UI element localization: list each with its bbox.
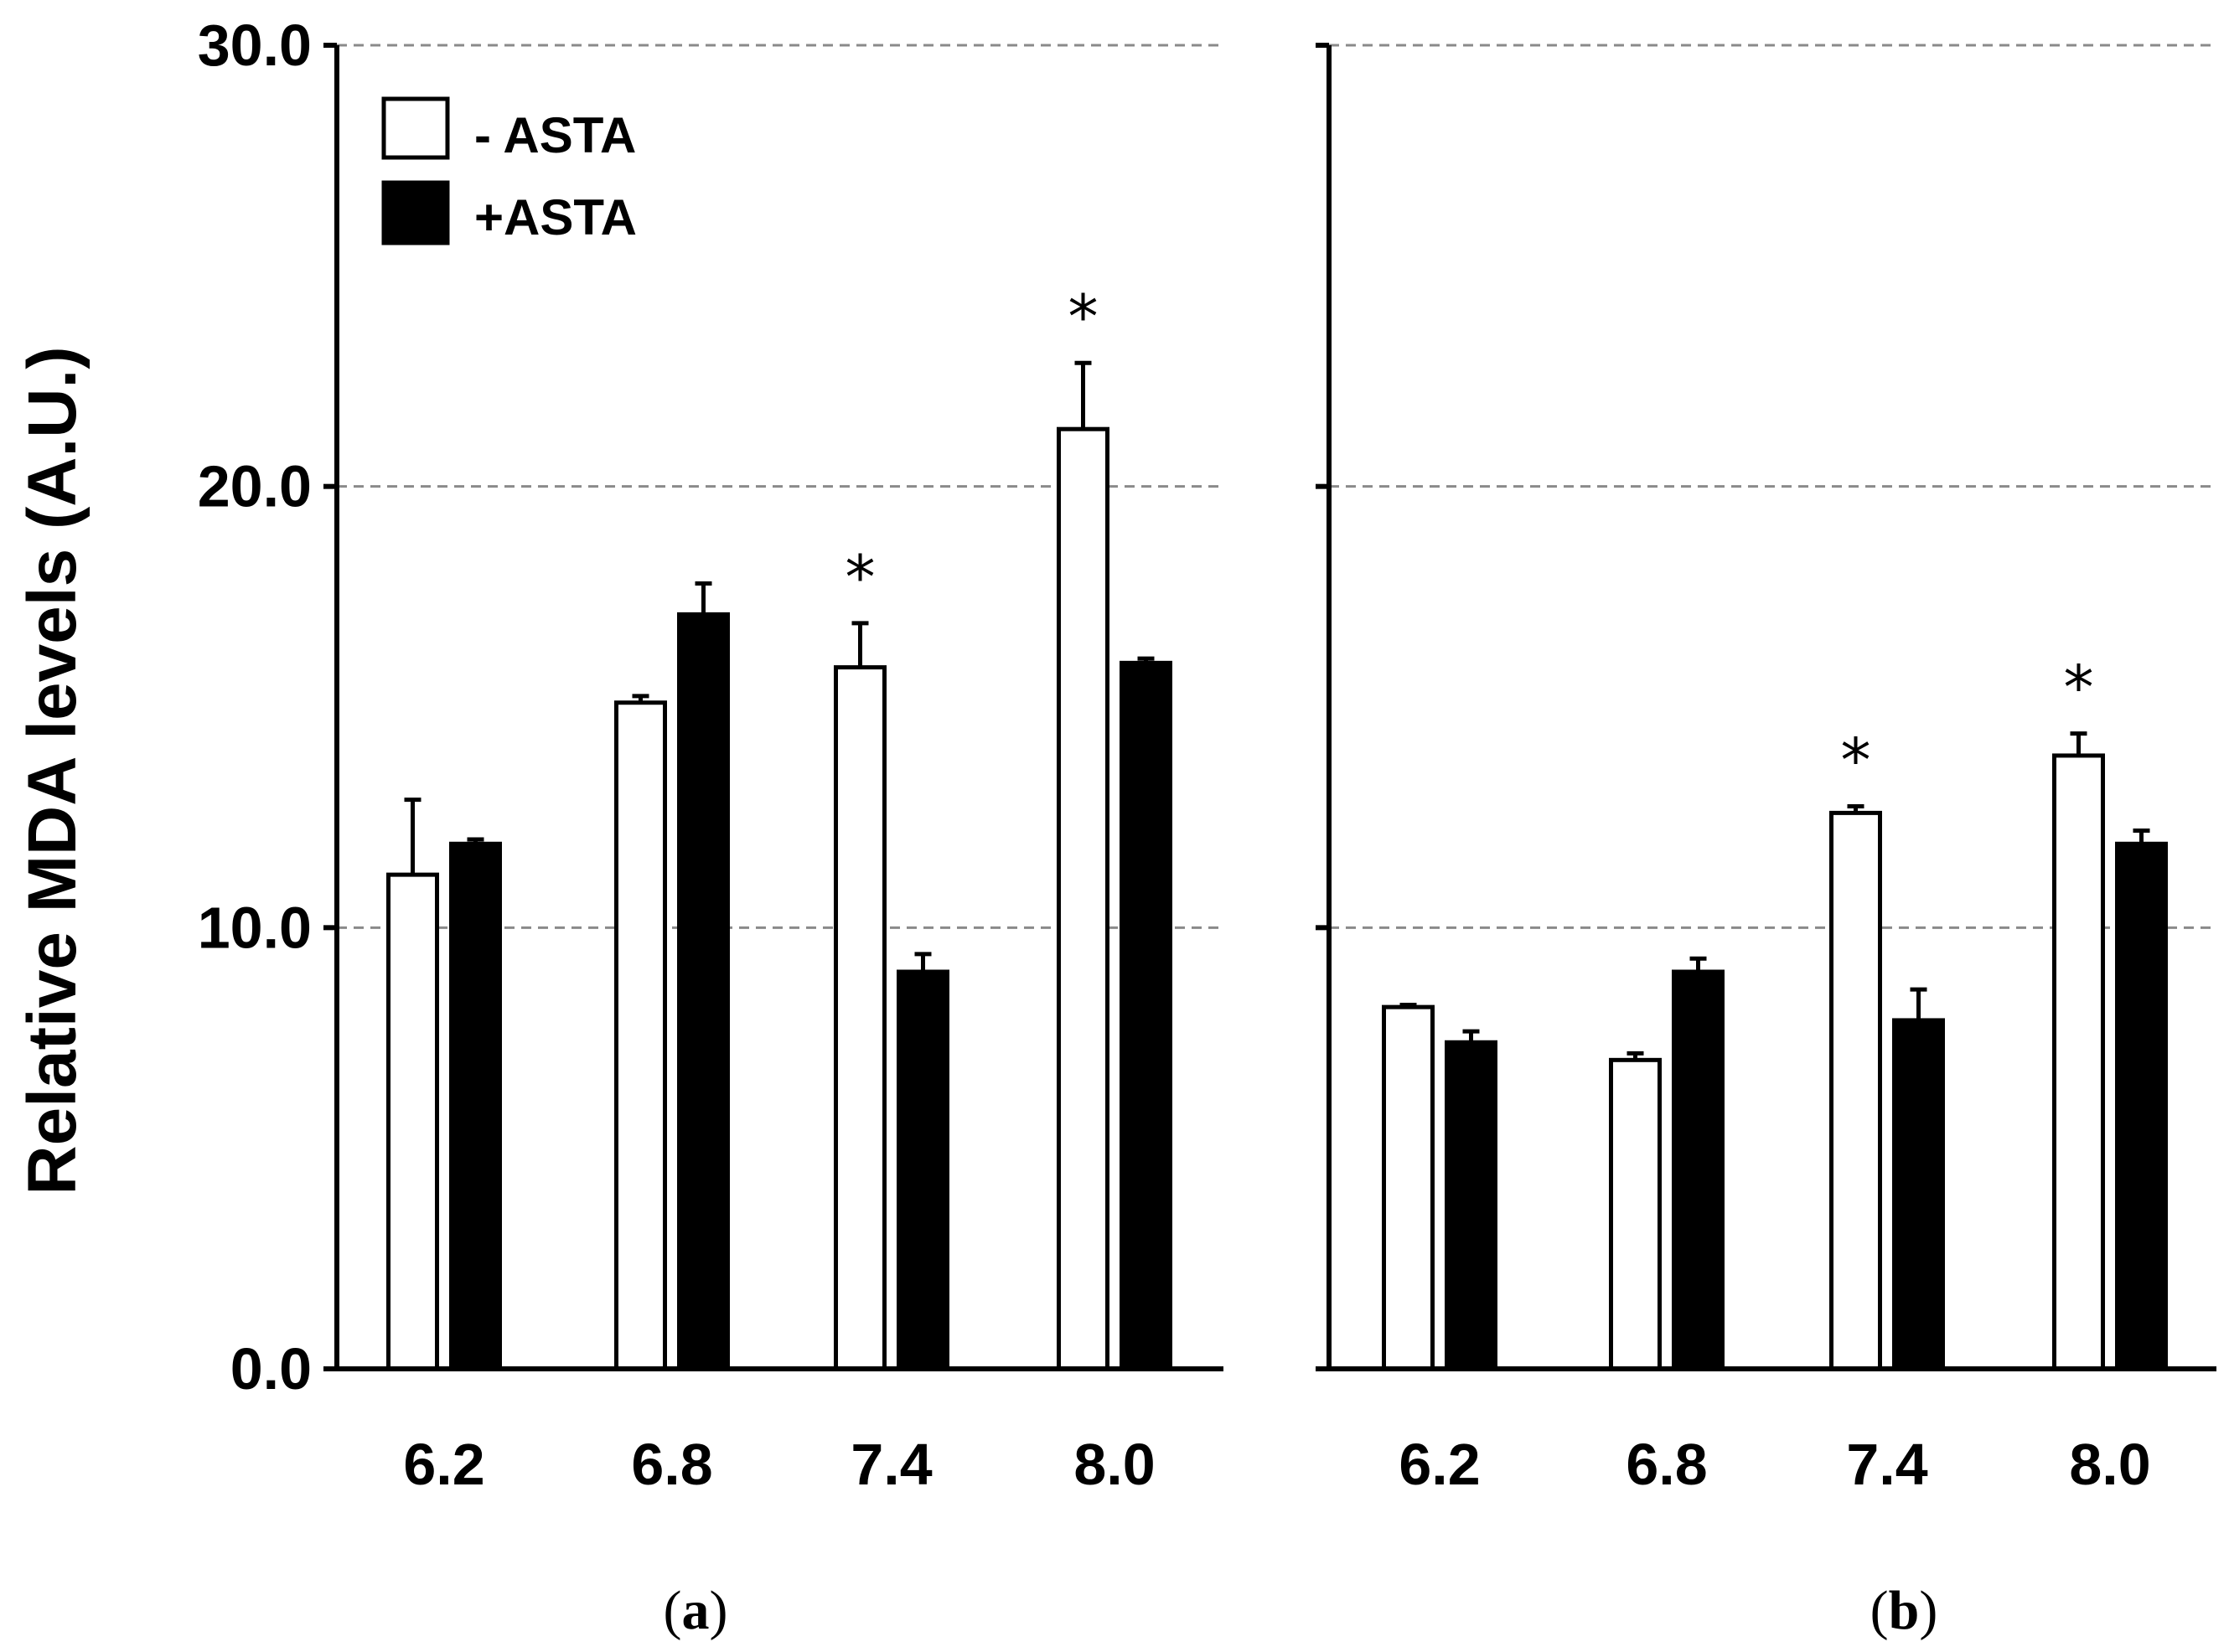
bar-plus-asta	[677, 612, 730, 1371]
bar-minus-asta	[1382, 1004, 1435, 1371]
y-tick-label: 30.0	[198, 13, 312, 78]
bar-plus-asta	[897, 969, 949, 1371]
bar-plus-asta	[2115, 841, 2168, 1371]
y-tick-label: 20.0	[198, 454, 312, 519]
legend-swatch-minus-asta	[381, 96, 450, 160]
x-tick-label: 8.0	[1073, 1432, 1155, 1497]
bar-minus-asta	[614, 700, 667, 1371]
x-tick-label: 6.2	[1399, 1432, 1480, 1497]
y-axis-title: Relative MDA levels (A.U.)	[14, 346, 91, 1195]
x-tick-label: 6.8	[631, 1432, 712, 1497]
axes	[323, 43, 2216, 1371]
bar-minus-asta	[1829, 810, 1882, 1371]
bar-plus-asta	[1672, 969, 1725, 1371]
y-tick-label: 10.0	[198, 895, 312, 960]
legend-swatch-plus-asta	[381, 180, 450, 245]
x-tick-label: 6.2	[403, 1432, 484, 1497]
bar-plus-asta	[1892, 1018, 1945, 1371]
bar-minus-asta	[2052, 753, 2105, 1371]
significance-star: *	[846, 542, 876, 612]
significance-star: *	[1068, 281, 1099, 352]
bar-minus-asta	[1057, 426, 1109, 1371]
x-tick-label: 6.8	[1626, 1432, 1707, 1497]
bar-minus-asta	[1609, 1057, 1662, 1371]
significance-star: *	[1841, 725, 1871, 796]
bar-plus-asta	[1445, 1040, 1497, 1371]
legend: - ASTA +ASTA	[381, 96, 637, 245]
panel-label-a: (a)	[664, 1580, 728, 1641]
panel-label-b: (b)	[1870, 1580, 1938, 1641]
x-tick-label: 7.4	[1846, 1432, 1927, 1497]
x-tick-label: 7.4	[851, 1432, 932, 1497]
bar-plus-asta	[449, 841, 502, 1371]
y-tick-label: 0.0	[230, 1336, 312, 1402]
legend-label-plus-asta: +ASTA	[474, 189, 637, 245]
significance-star: *	[2064, 653, 2094, 723]
x-tick-label: 8.0	[2069, 1432, 2150, 1497]
bar-minus-asta	[386, 872, 439, 1371]
bars	[386, 360, 2168, 1371]
bar-plus-asta	[1120, 660, 1172, 1371]
bar-minus-asta	[834, 665, 887, 1371]
legend-label-minus-asta: - ASTA	[474, 107, 636, 163]
labels: 6.2 6.8 * 7.4 * 8.0 6.2 6.8 * 7.4 * 8.0 0.0 10.0 20.0 3…	[198, 13, 2151, 1497]
